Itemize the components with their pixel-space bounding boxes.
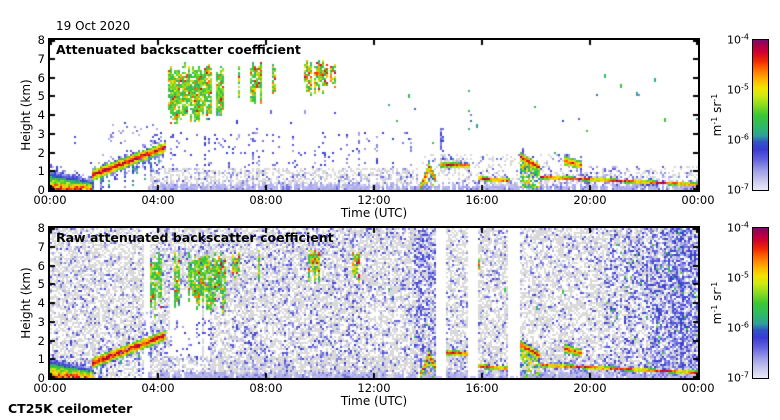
x-tick-label: 16:00: [465, 193, 499, 207]
y-tick-label: 1: [37, 352, 45, 367]
colorbar-unit-label: m-1 sr-1: [710, 93, 724, 137]
x-axis-label-bottom: Time (UTC): [340, 394, 408, 408]
x-tick-label: 00:00: [33, 193, 67, 207]
y-tick-label: 1: [37, 164, 45, 179]
x-tick-label: 12:00: [357, 193, 391, 207]
y-tick-label: 4: [37, 108, 45, 122]
panel-attenuated: Attenuated backscatter coefficient: [48, 38, 700, 192]
x-tick-label: 16:00: [465, 381, 499, 395]
panel-raw: Raw attenuated backscatter coefficient: [48, 226, 700, 380]
y-tick-label: 4: [37, 296, 45, 310]
colorbar-tick-label: 10-7: [727, 182, 749, 197]
x-axis-label-top: Time (UTC): [340, 206, 408, 220]
instrument-label: CT25K ceilometer: [8, 401, 133, 416]
y-tick-label: 2: [37, 333, 45, 348]
heatmap-canvas-attenuated: [50, 40, 698, 190]
colorbar-tick-label: 10-6: [727, 132, 749, 147]
colorbar-tick-label: 10-4: [727, 32, 749, 47]
x-tick-label: 00:00: [681, 381, 715, 395]
y-tick-label: 6: [37, 70, 45, 85]
date-label: 19 Oct 2020: [56, 19, 131, 33]
colorbar-unit-label: m-1 sr-1: [710, 281, 724, 325]
y-tick-label: 0: [37, 371, 45, 385]
y-axis-label-bottom: Height (km): [19, 267, 33, 339]
y-tick-label: 3: [37, 126, 45, 141]
heatmap-canvas-raw: [50, 228, 698, 378]
colorbar-bottom: [752, 227, 769, 379]
y-tick-label: 7: [37, 239, 45, 254]
y-tick-label: 3: [37, 314, 45, 329]
y-tick-label: 8: [37, 33, 45, 47]
y-tick-label: 5: [37, 277, 45, 292]
colorbar-tick-label: 10-4: [727, 220, 749, 235]
y-tick-label: 2: [37, 145, 45, 160]
x-tick-label: 00:00: [33, 381, 67, 395]
x-tick-label: 08:00: [249, 381, 283, 395]
y-tick-label: 6: [37, 258, 45, 273]
x-tick-label: 04:00: [141, 381, 175, 395]
x-tick-label: 20:00: [573, 193, 607, 207]
panel-title-raw: Raw attenuated backscatter coefficient: [56, 230, 334, 245]
y-tick-label: 8: [37, 221, 45, 235]
colorbar-tick-label: 10-6: [727, 320, 749, 335]
colorbar-tick-label: 10-5: [727, 82, 749, 97]
x-tick-label: 08:00: [249, 193, 283, 207]
colorbar-tick-label: 10-5: [727, 270, 749, 285]
y-tick-label: 0: [37, 183, 45, 197]
colorbar-tick-label: 10-7: [727, 370, 749, 385]
y-axis-label-top: Height (km): [19, 79, 33, 151]
panel-title-attenuated: Attenuated backscatter coefficient: [56, 42, 301, 57]
x-tick-label: 04:00: [141, 193, 175, 207]
x-tick-label: 20:00: [573, 381, 607, 395]
x-tick-label: 12:00: [357, 381, 391, 395]
y-tick-label: 5: [37, 89, 45, 104]
x-tick-label: 00:00: [681, 193, 715, 207]
colorbar-top: [752, 39, 769, 191]
y-tick-label: 7: [37, 51, 45, 66]
